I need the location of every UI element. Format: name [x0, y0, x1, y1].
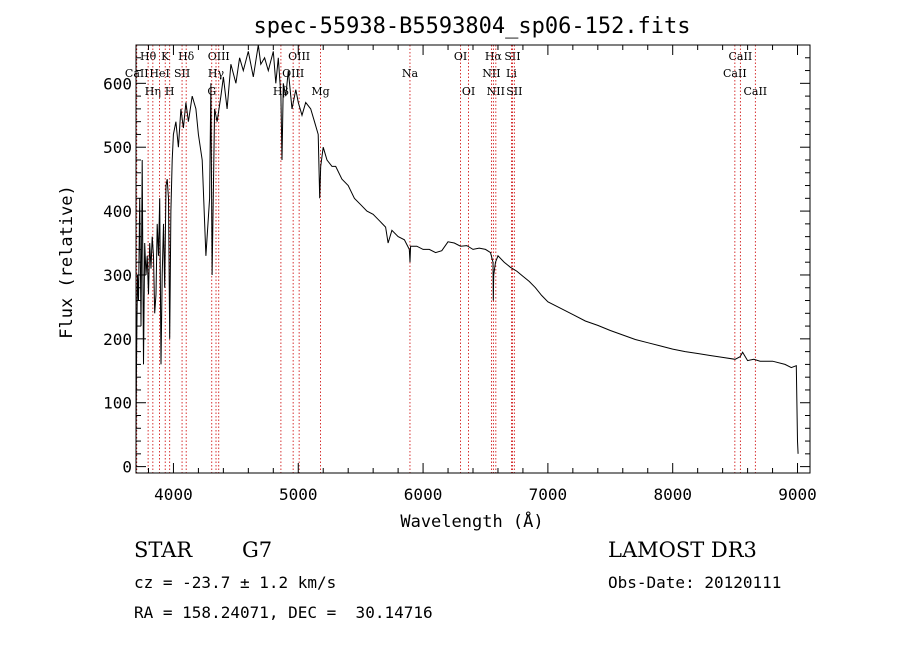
line-label: Hθ — [140, 50, 157, 63]
y-tick-label: 600 — [103, 74, 132, 93]
y-tick-label: 0 — [122, 458, 132, 477]
y-tick-label: 500 — [103, 138, 132, 157]
line-label: K — [161, 50, 170, 63]
spectrum-line — [135, 44, 799, 454]
line-label: OIII — [282, 67, 304, 80]
x-tick-label: 4000 — [154, 485, 193, 504]
line-label: NII — [482, 67, 500, 80]
line-label: CaII — [729, 50, 753, 63]
x-tick-label: 5000 — [279, 485, 318, 504]
line-label: Hδ — [178, 50, 195, 63]
x-tick-label: 9000 — [778, 485, 817, 504]
object-subclass: G7 — [242, 538, 273, 562]
chart-title: spec-55938-B5593804_sp06-152.fits — [253, 14, 690, 39]
line-label: Na — [402, 67, 419, 80]
line-label: Mg — [311, 85, 329, 98]
y-tick-label: 400 — [103, 202, 132, 221]
plot-frame — [135, 44, 811, 474]
y-tick-label: 200 — [103, 330, 132, 349]
line-label: H — [165, 85, 175, 98]
line-label: Hη — [145, 85, 161, 98]
line-label: OI — [462, 85, 475, 98]
radial-velocity: cz = -23.7 ± 1.2 km/s — [134, 573, 337, 592]
line-label: OIII — [288, 50, 310, 63]
x-tick-label: 7000 — [529, 485, 568, 504]
axis-ticks: 4000 5000 6000 7000 8000 9000 0 100 200 300 400 500… — [103, 45, 817, 504]
line-label: CaII — [743, 85, 767, 98]
y-axis-label: Flux (relative) — [57, 185, 77, 339]
line-label: Hα — [485, 50, 503, 63]
line-label: G — [207, 85, 216, 98]
line-label: CaII — [723, 67, 747, 80]
line-label: OIII — [208, 50, 230, 63]
line-label: CaII — [125, 67, 149, 80]
sky-coordinates: RA = 158.24071, DEC = 30.14716 — [134, 603, 433, 622]
observation-date: Obs-Date: 20120111 — [608, 573, 782, 592]
survey-name: LAMOST DR3 — [608, 538, 757, 562]
line-label: SII — [504, 50, 520, 63]
line-label: Hγ — [208, 67, 225, 80]
line-label: HeI — [149, 67, 169, 80]
y-tick-label: 300 — [103, 266, 132, 285]
y-tick-label: 100 — [103, 394, 132, 413]
line-label: OI — [454, 50, 467, 63]
x-tick-label: 8000 — [653, 485, 692, 504]
spectrum-chart: spec-55938-B5593804_sp06-152.fits Hθ CaII… — [57, 14, 817, 532]
x-tick-label: 6000 — [404, 485, 443, 504]
line-label: Li — [506, 67, 517, 80]
line-label: SII — [506, 85, 522, 98]
x-axis-label: Wavelength (Å) — [400, 510, 543, 532]
line-label: NII — [487, 85, 505, 98]
line-label: SII — [174, 67, 190, 80]
object-class: STAR — [134, 538, 193, 562]
